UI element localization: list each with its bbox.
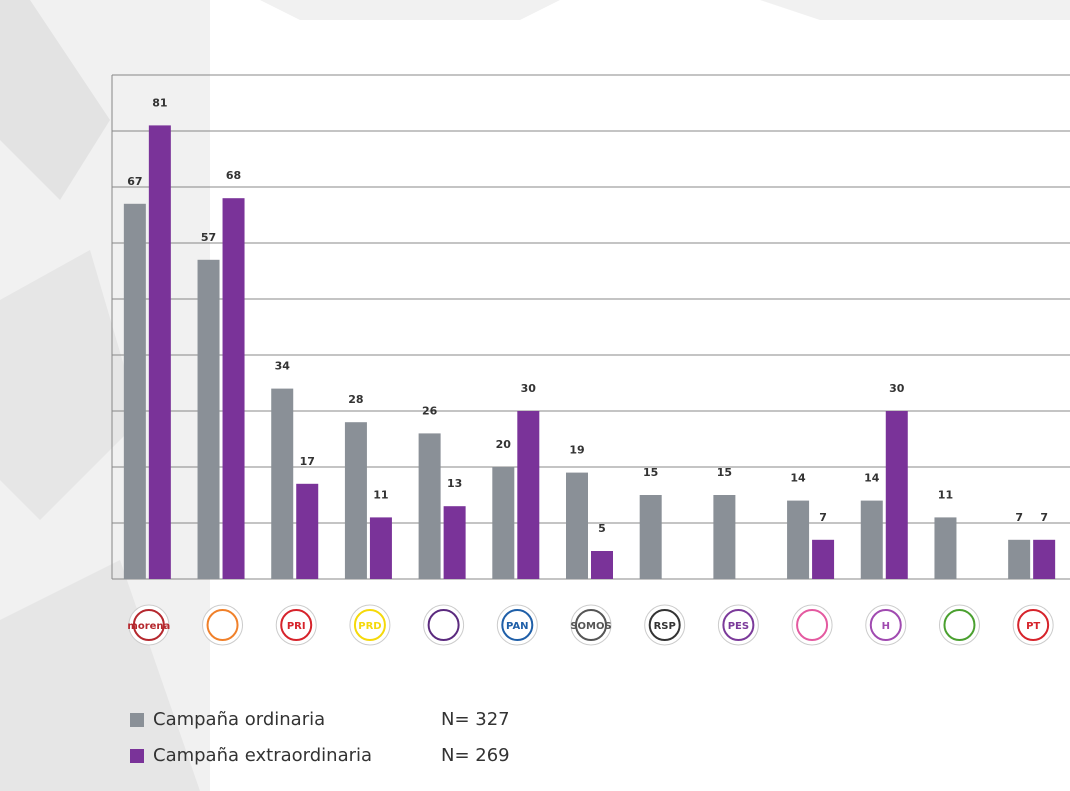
value-label: 5: [598, 522, 606, 535]
x-tick-label: SOMOS: [570, 621, 611, 632]
page: 6781morena57683417PRI2811PRD26132030PAN1…: [0, 0, 1070, 791]
chart: 6781morena57683417PRI2811PRD26132030PAN1…: [0, 0, 1070, 791]
value-label: 67: [127, 175, 142, 188]
value-label: 7: [1015, 511, 1023, 524]
bar: [198, 260, 220, 579]
x-tick-label: PES: [728, 621, 749, 632]
value-label: 17: [300, 455, 315, 468]
x-tick-label: PRD: [358, 621, 381, 632]
bar: [713, 495, 735, 579]
bar: [124, 204, 146, 579]
value-label: 19: [569, 444, 584, 457]
bar: [812, 540, 834, 579]
bar: [419, 433, 441, 579]
legend-label: Campaña extraordinaria: [153, 745, 372, 766]
x-tick-label: morena: [127, 621, 170, 632]
bar: [934, 517, 956, 579]
value-label: 34: [275, 360, 291, 373]
value-label: 13: [447, 477, 462, 490]
bar: [345, 422, 367, 579]
bar: [566, 473, 588, 579]
value-label: 14: [790, 472, 806, 485]
value-label: 15: [643, 466, 658, 479]
bar: [861, 501, 883, 579]
legend-swatch: [130, 713, 144, 727]
bar: [370, 517, 392, 579]
value-label: 81: [152, 96, 167, 109]
bar: [296, 484, 318, 579]
value-label: 28: [348, 393, 363, 406]
bar: [223, 198, 245, 579]
bar: [591, 551, 613, 579]
x-tick-label: PAN: [506, 621, 529, 632]
value-label: 7: [1040, 511, 1048, 524]
value-label: 7: [819, 511, 827, 524]
value-label: 57: [201, 231, 216, 244]
bar: [1008, 540, 1030, 579]
bar: [444, 506, 466, 579]
bar: [787, 501, 809, 579]
value-label: 11: [938, 488, 953, 501]
value-label: 20: [496, 438, 512, 451]
x-tick-label: RSP: [654, 621, 676, 632]
bar: [886, 411, 908, 579]
bar: [517, 411, 539, 579]
value-label: 26: [422, 404, 438, 417]
bar: [640, 495, 662, 579]
bar: [1033, 540, 1055, 579]
bar: [271, 389, 293, 579]
bar: [492, 467, 514, 579]
value-label: 68: [226, 169, 241, 182]
legend-n: N= 269: [441, 745, 510, 766]
legend-label: Campaña ordinaria: [153, 709, 325, 730]
value-label: 14: [864, 472, 880, 485]
x-tick-label: H: [882, 621, 890, 632]
bar: [149, 125, 171, 579]
value-label: 30: [889, 382, 905, 395]
value-label: 15: [717, 466, 732, 479]
value-label: 11: [373, 488, 388, 501]
legend-swatch: [130, 749, 144, 763]
legend-n: N= 327: [441, 709, 510, 730]
x-tick-label: PT: [1026, 621, 1040, 632]
x-tick-label: PRI: [287, 621, 306, 632]
value-label: 30: [521, 382, 537, 395]
